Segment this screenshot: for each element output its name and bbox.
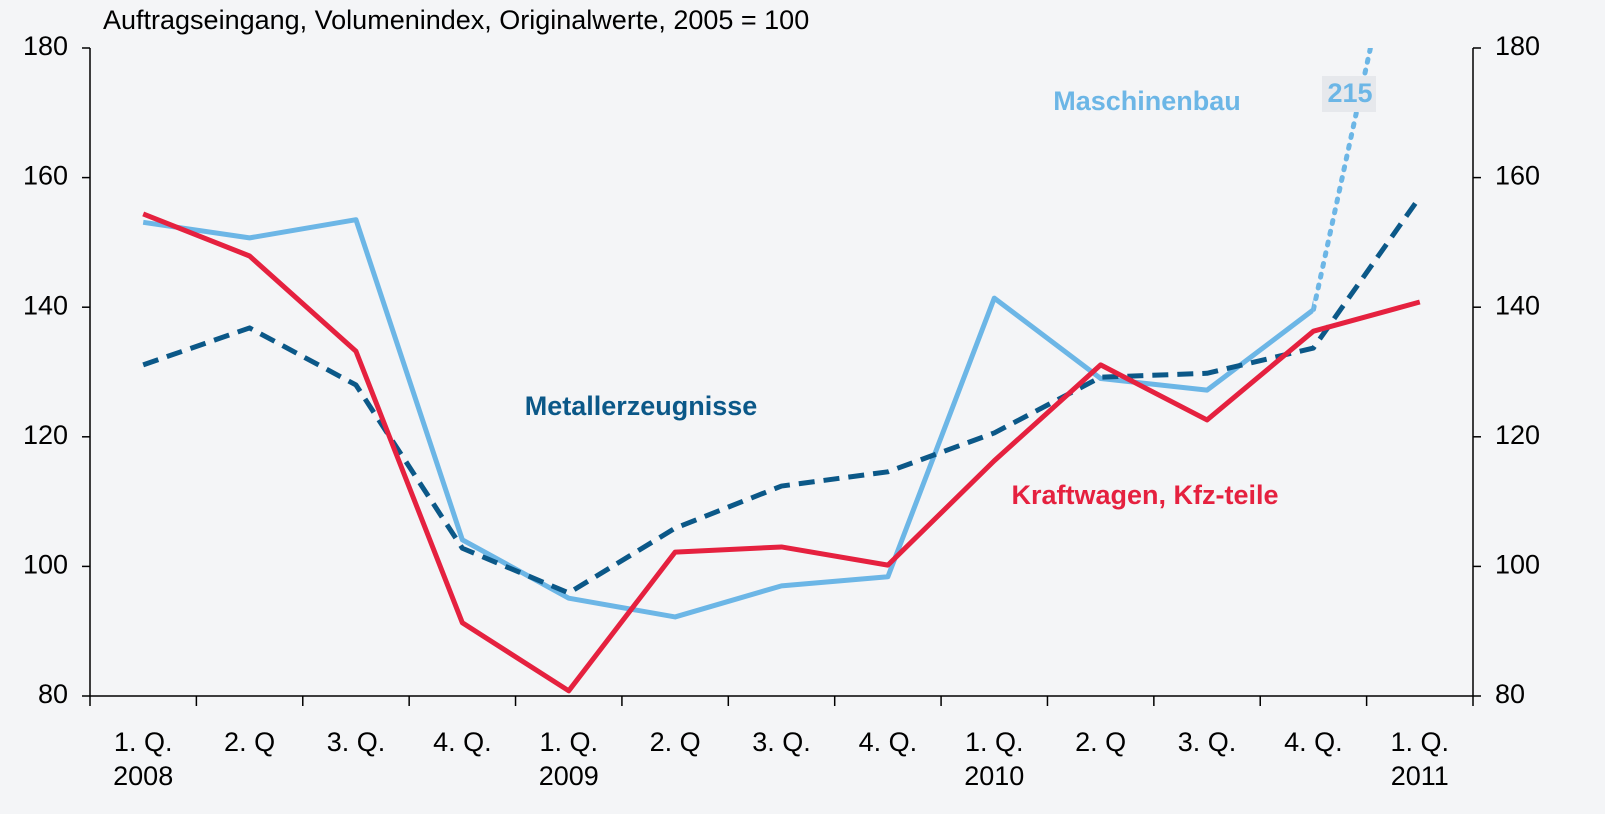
value-label: 215 (1327, 78, 1372, 108)
value-label-bg (1322, 76, 1376, 112)
x-tick-label: 1. Q. (114, 727, 173, 757)
y-tick-label: 100 (23, 550, 68, 580)
y2-tick-label: 140 (1495, 290, 1540, 320)
y-tick-label: 120 (23, 420, 68, 450)
series-line (142, 211, 1421, 694)
x-tick-label: 4. Q. (859, 727, 918, 757)
x-tick-label: 4. Q. (433, 727, 492, 757)
series-line (142, 217, 1314, 620)
y-tick-label: 140 (23, 290, 68, 320)
y2-tick-label: 80 (1495, 679, 1525, 709)
solid-part (142, 217, 1314, 620)
series-group (142, 211, 1421, 694)
x-year-label: 2009 (539, 761, 599, 791)
x-tick-label: 2. Q (224, 727, 275, 757)
y-tick-label: 80 (38, 679, 68, 709)
y2-tick-label: 160 (1495, 161, 1540, 191)
x-year-label: 2011 (1391, 761, 1449, 791)
series-label: Kraftwagen, Kfz-teile (1011, 480, 1278, 510)
x-year-label: 2010 (964, 761, 1024, 791)
x-tick-label: 2. Q (1075, 727, 1126, 757)
x-tick-label: 3. Q. (327, 727, 386, 757)
x-year-label: 2008 (113, 761, 173, 791)
chart-title: Auftragseingang, Volumenindex, Originalw… (103, 5, 809, 35)
x-tick-label: 1. Q. (1391, 727, 1450, 757)
series-line (142, 195, 1422, 596)
y-tick-label: 180 (23, 31, 68, 61)
x-tick-label: 3. Q. (1178, 727, 1237, 757)
y2-tick-label: 180 (1495, 31, 1540, 61)
y-tick-label: 160 (23, 161, 68, 191)
x-tick-label: 2. Q (650, 727, 701, 757)
x-tick-label: 3. Q. (752, 727, 811, 757)
series-label: Metallerzeugnisse (525, 391, 758, 421)
y2-tick-label: 100 (1495, 550, 1540, 580)
series-group (142, 195, 1422, 596)
x-tick-label: 1. Q. (539, 727, 598, 757)
y2-tick-label: 120 (1495, 420, 1540, 450)
series-group (142, 48, 1373, 620)
x-tick-label: 1. Q. (965, 727, 1024, 757)
x-tick-label: 4. Q. (1284, 727, 1343, 757)
series-label: Maschinenbau (1053, 86, 1241, 116)
